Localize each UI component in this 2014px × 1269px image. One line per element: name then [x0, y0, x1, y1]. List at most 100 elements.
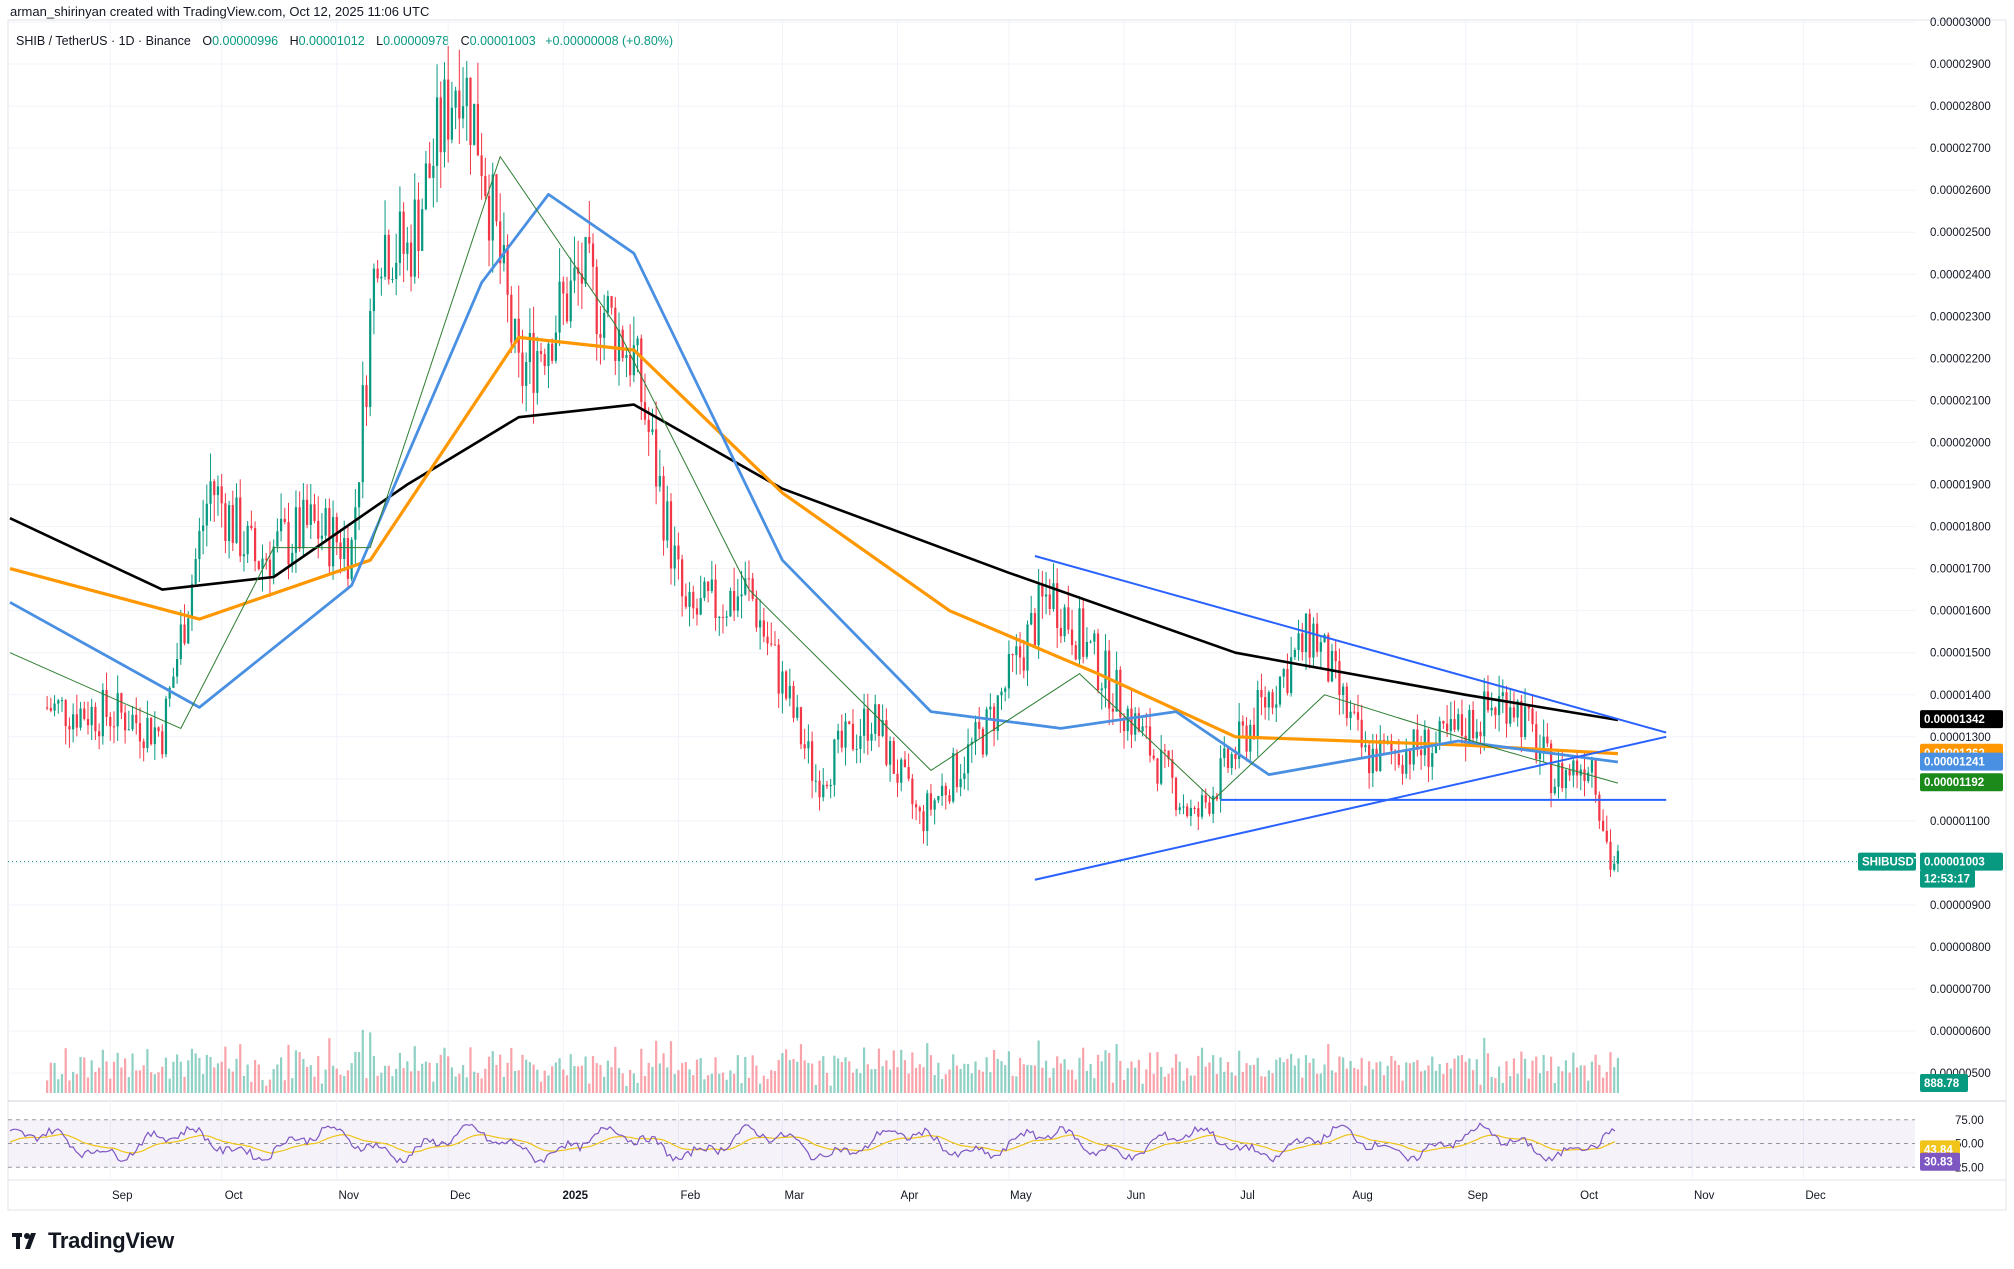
- candle-body[interactable]: [681, 559, 684, 597]
- trendlines[interactable]: [1034, 555, 1667, 881]
- candle-body[interactable]: [721, 616, 725, 618]
- candle-body[interactable]: [1241, 721, 1244, 726]
- candle-body[interactable]: [952, 753, 955, 802]
- candle-body[interactable]: [536, 351, 539, 393]
- candle-body[interactable]: [1445, 723, 1449, 732]
- candle-body[interactable]: [138, 723, 142, 742]
- candle-body[interactable]: [146, 717, 149, 749]
- candle-body[interactable]: [1479, 731, 1482, 737]
- candle-body[interactable]: [588, 237, 591, 244]
- candle-body[interactable]: [937, 795, 940, 801]
- candle-body[interactable]: [673, 545, 676, 569]
- candle-body[interactable]: [833, 739, 836, 785]
- candle-body[interactable]: [840, 730, 843, 748]
- candle-body[interactable]: [1178, 807, 1181, 811]
- candle-body[interactable]: [1323, 634, 1326, 643]
- candle-body[interactable]: [766, 636, 769, 644]
- candle-body[interactable]: [469, 77, 472, 145]
- candle-body[interactable]: [227, 505, 231, 541]
- candle-body[interactable]: [1590, 760, 1594, 773]
- candle-body[interactable]: [1070, 629, 1074, 646]
- candle-body[interactable]: [688, 591, 691, 607]
- candle-body[interactable]: [417, 199, 420, 251]
- candle-body[interactable]: [1100, 688, 1103, 691]
- candle-body[interactable]: [1594, 760, 1597, 795]
- candle-body[interactable]: [253, 528, 257, 562]
- candle-body[interactable]: [562, 281, 565, 294]
- candle-body[interactable]: [747, 578, 751, 580]
- candle-body[interactable]: [1564, 770, 1568, 789]
- candle-body[interactable]: [1345, 686, 1348, 719]
- candle-body[interactable]: [1412, 729, 1415, 765]
- candle-body[interactable]: [829, 784, 832, 787]
- candle-body[interactable]: [1427, 729, 1430, 767]
- candle-body[interactable]: [781, 671, 784, 694]
- candle-body[interactable]: [447, 79, 450, 140]
- candle-body[interactable]: [64, 700, 67, 727]
- candle-body[interactable]: [595, 266, 598, 335]
- candle-body[interactable]: [859, 735, 862, 749]
- candle-body[interactable]: [116, 693, 119, 727]
- candle-body[interactable]: [528, 333, 531, 362]
- candle-body[interactable]: [413, 199, 416, 277]
- candle-body[interactable]: [970, 741, 973, 745]
- candle-body[interactable]: [866, 708, 869, 741]
- candle-body[interactable]: [532, 333, 535, 393]
- candle-body[interactable]: [1093, 633, 1096, 642]
- candle-body[interactable]: [1368, 745, 1371, 774]
- candle-body[interactable]: [461, 106, 465, 119]
- candle-body[interactable]: [1375, 748, 1378, 771]
- candle-body[interactable]: [153, 727, 156, 745]
- candle-body[interactable]: [551, 343, 554, 361]
- candle-body[interactable]: [421, 209, 424, 251]
- candle-body[interactable]: [473, 103, 476, 145]
- candle-body[interactable]: [1549, 743, 1553, 794]
- candle-body[interactable]: [1605, 830, 1608, 842]
- candle-body[interactable]: [1471, 710, 1475, 739]
- candle-body[interactable]: [1408, 751, 1412, 765]
- candle-body[interactable]: [1416, 729, 1419, 750]
- candle-body[interactable]: [862, 708, 866, 736]
- candle-body[interactable]: [1096, 633, 1100, 691]
- candle-body[interactable]: [439, 97, 442, 153]
- candle-body[interactable]: [1286, 669, 1289, 693]
- candle-body[interactable]: [135, 714, 138, 724]
- candle-body[interactable]: [762, 620, 765, 637]
- tradingview-logo[interactable]: TradingView: [12, 1228, 174, 1254]
- candle-body[interactable]: [331, 516, 335, 567]
- candle-body[interactable]: [142, 741, 145, 749]
- candle-body[interactable]: [714, 579, 717, 619]
- candle-body[interactable]: [1390, 740, 1393, 751]
- candle-body[interactable]: [692, 591, 695, 609]
- candle-body[interactable]: [1553, 786, 1556, 794]
- candle-body[interactable]: [1312, 623, 1315, 658]
- candle-body[interactable]: [1316, 623, 1319, 652]
- candle-body[interactable]: [1282, 669, 1285, 677]
- candle-body[interactable]: [1078, 608, 1081, 660]
- candle-body[interactable]: [1583, 769, 1586, 782]
- candle-body[interactable]: [1022, 657, 1025, 671]
- candle-body[interactable]: [606, 296, 609, 313]
- candle-body[interactable]: [855, 748, 858, 750]
- candle-body[interactable]: [424, 163, 428, 210]
- candle-body[interactable]: [1342, 686, 1345, 696]
- candle-body[interactable]: [287, 522, 290, 565]
- candle-body[interactable]: [1141, 726, 1144, 732]
- candle-body[interactable]: [1609, 841, 1612, 870]
- candle-body[interactable]: [1267, 692, 1270, 708]
- candle-body[interactable]: [1252, 724, 1256, 738]
- candle-body[interactable]: [874, 704, 877, 734]
- candle-body[interactable]: [187, 618, 190, 644]
- candle-body[interactable]: [1486, 691, 1490, 711]
- candle-body[interactable]: [1587, 772, 1590, 782]
- candle-body[interactable]: [387, 234, 390, 280]
- candle-body[interactable]: [1037, 584, 1040, 646]
- descending-trendline[interactable]: [1034, 555, 1667, 734]
- candle-body[interactable]: [836, 730, 840, 740]
- candle-body[interactable]: [476, 103, 480, 156]
- candle-body[interactable]: [1497, 696, 1501, 716]
- candle-body[interactable]: [79, 708, 82, 728]
- candle-body[interactable]: [981, 728, 985, 755]
- candle-body[interactable]: [744, 578, 747, 595]
- candle-body[interactable]: [788, 685, 791, 699]
